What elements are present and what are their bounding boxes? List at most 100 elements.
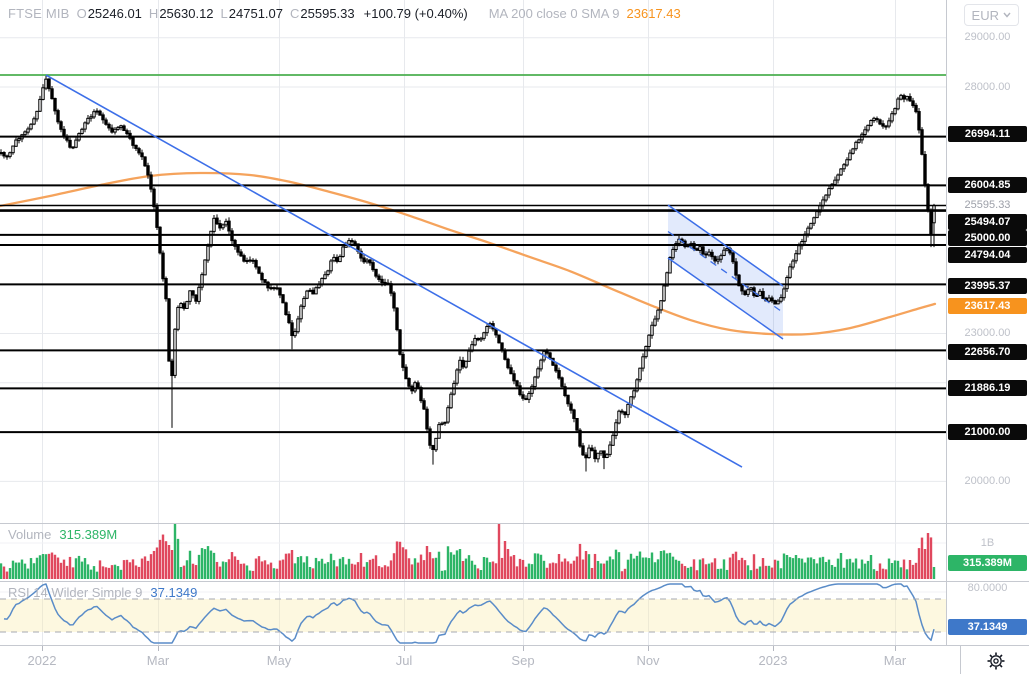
volume-bar: [284, 553, 288, 579]
volume-bar: [923, 549, 927, 579]
volume-bar: [29, 558, 33, 579]
volume-bar: [434, 557, 438, 579]
ma200-line: [0, 171, 937, 336]
volume-bar: [836, 558, 840, 579]
volume-bar: [239, 563, 243, 579]
time-axis-label: Mar: [883, 653, 907, 668]
volume-bar: [881, 568, 885, 579]
volume-bar: [644, 557, 648, 579]
volume-bar: [467, 555, 471, 579]
price-axis-badge: 23995.37: [948, 278, 1027, 294]
volume-bar: [848, 558, 852, 579]
candle: [707, 251, 711, 256]
candle: [791, 260, 795, 268]
candle: [446, 407, 450, 423]
candle: [95, 110, 99, 113]
volume-bar: [380, 567, 384, 579]
volume-bar: [737, 560, 741, 579]
volume-bar: [41, 554, 45, 579]
volume-bar: [824, 561, 828, 579]
price-axis[interactable]: 29000.00 28000.00 26994.11 26004.85 25595.33…: [946, 0, 1029, 646]
volume-bar: [200, 548, 204, 579]
volume-bar: [74, 558, 78, 579]
candle: [875, 118, 879, 121]
price-change: +100.79 (+0.40%): [363, 6, 468, 21]
volume-bar: [221, 561, 225, 579]
candle: [416, 382, 420, 389]
candle: [245, 260, 249, 263]
volume-bar: [119, 569, 123, 579]
volume-bar: [50, 552, 54, 579]
candle: [68, 139, 72, 148]
volume-bar: [635, 555, 639, 579]
volume-bar: [608, 556, 612, 579]
candle: [620, 410, 624, 413]
candle: [290, 322, 294, 337]
candle: [761, 291, 765, 299]
volume-bar: [263, 560, 267, 579]
symbol-legend: FTSE MIB O 25246.01 H 25630.12 L 24751.07 C…: [8, 6, 681, 21]
volume-bar: [197, 554, 201, 579]
candle: [596, 452, 600, 460]
volume-bar: [593, 553, 597, 579]
volume-bar: [905, 569, 909, 579]
candle: [209, 230, 213, 247]
candle: [695, 248, 699, 251]
candle: [725, 248, 729, 251]
volume-bar: [761, 558, 765, 579]
time-axis[interactable]: 2022 Mar May Jul Sep Nov 2023 Mar: [0, 646, 1029, 674]
candle: [809, 222, 813, 229]
ma-indicator-label: MA 200 close 0 SMA 9: [488, 6, 620, 21]
currency-selector-button[interactable]: EUR: [963, 4, 1019, 26]
candle: [587, 447, 591, 459]
volume-bar: [479, 570, 483, 579]
volume-bar: [443, 570, 447, 579]
volume-bar: [614, 549, 618, 579]
chevron-down-icon: [1003, 12, 1011, 18]
volume-bar: [11, 560, 15, 579]
price-axis-label: 23000.00: [964, 327, 1011, 339]
candle: [674, 243, 678, 251]
candle: [881, 123, 885, 127]
volume-bar: [482, 557, 486, 579]
candlesticks-layer: [0, 74, 936, 472]
volume-bar: [56, 557, 60, 579]
candle: [806, 227, 810, 235]
price-axis-label: 29000.00: [964, 31, 1011, 43]
volume-bar: [86, 564, 90, 579]
price-axis-badge: 21000.00: [948, 424, 1027, 440]
gridlines-layer: [0, 0, 946, 645]
volume-bar: [464, 558, 468, 579]
volume-bar: [899, 567, 903, 579]
volume-bar: [569, 563, 573, 579]
candle: [626, 403, 630, 416]
candle: [440, 422, 444, 425]
volume-bar: [320, 558, 324, 579]
candle: [53, 97, 57, 112]
volume-bar: [536, 553, 540, 579]
settings-gear-icon[interactable]: [986, 651, 1006, 671]
volume-bar: [266, 564, 270, 579]
volume-bar: [26, 568, 30, 579]
volume-bar: [398, 541, 402, 579]
volume-bar: [830, 565, 834, 579]
candle: [641, 356, 645, 369]
candle: [353, 241, 357, 245]
volume-bar: [884, 569, 888, 579]
price-axis-badge: 26004.85: [948, 177, 1027, 193]
candle: [395, 307, 399, 331]
volume-bar: [317, 561, 321, 579]
volume-bar: [20, 559, 24, 579]
volume-bar: [911, 564, 915, 579]
candle: [617, 410, 621, 424]
volume-bar: [449, 552, 453, 579]
volume-bar: [731, 553, 735, 579]
candle: [788, 266, 792, 278]
volume-bar: [806, 557, 810, 579]
volume-bar: [296, 557, 300, 579]
volume-bar: [140, 558, 144, 579]
volume-bar: [842, 567, 846, 579]
candle: [44, 78, 48, 89]
volume-bar: [293, 563, 297, 579]
